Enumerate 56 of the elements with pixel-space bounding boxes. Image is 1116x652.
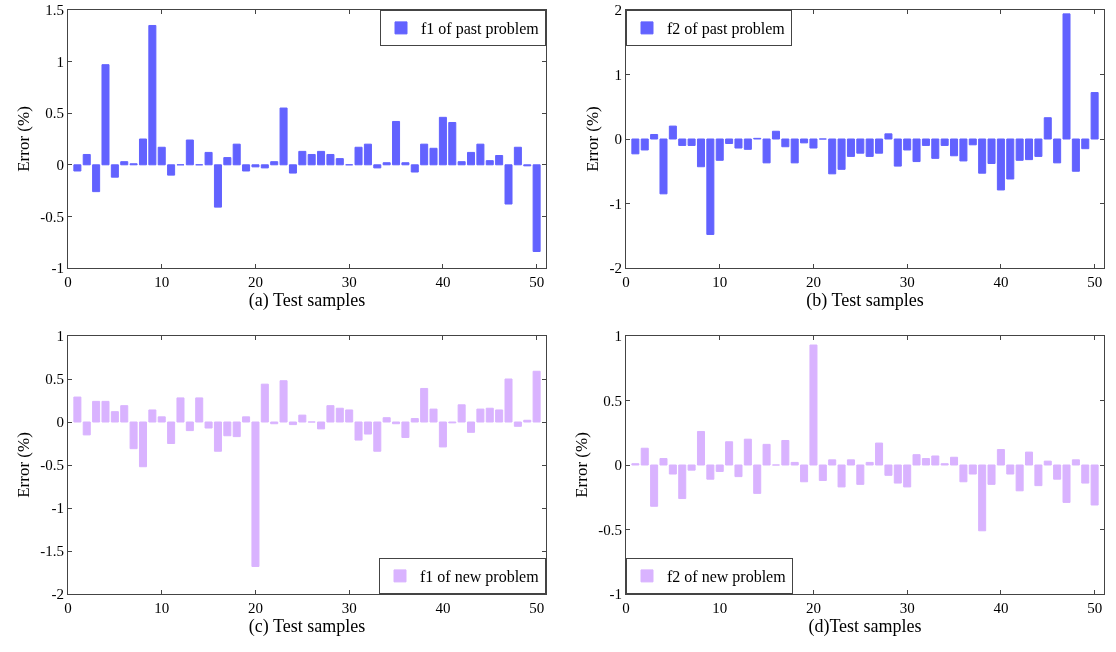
x-tick-label: 30: [341, 600, 357, 616]
y-tick-label: 0.5: [45, 105, 64, 122]
y-axis-title: Error (%): [13, 432, 33, 498]
y-tick-label: 1.5: [45, 2, 64, 19]
y-tick-label: -2: [609, 260, 622, 277]
y-tick-label: -1: [609, 586, 622, 603]
x-tick-label: 10: [712, 274, 728, 290]
y-tick-label: 2: [614, 2, 622, 19]
x-axis-title: (b) Test samples: [806, 290, 924, 312]
x-tick-label: 40: [435, 274, 451, 290]
x-tick-label: 40: [435, 600, 451, 616]
x-tick-label: 40: [993, 274, 1009, 290]
y-axis-title: Error (%): [583, 106, 603, 172]
y-tick-label: 1: [56, 328, 64, 345]
x-tick-label: 20: [247, 274, 263, 290]
y-tick-label: 0: [56, 157, 64, 174]
y-tick-label: 0.5: [603, 392, 622, 409]
x-tick-label: 50: [529, 600, 545, 616]
x-tick-label: 50: [529, 274, 545, 290]
y-tick-label: 0: [614, 131, 622, 148]
x-axis-title: (d)Test samples: [808, 616, 922, 638]
bar: [185, 139, 194, 166]
x-tick-label: 40: [993, 600, 1009, 616]
x-tick-label: 30: [899, 274, 915, 290]
x-axis-title: (a) Test samples: [248, 290, 366, 312]
legend-label: f2 of new problem: [667, 568, 787, 587]
y-tick-label: -0.5: [598, 521, 622, 538]
y-tick-label: 0: [614, 457, 622, 474]
y-tick-label: -1.5: [40, 543, 64, 560]
y-axis-title: Error (%): [571, 432, 591, 498]
y-tick-label: 0.5: [45, 371, 64, 388]
x-tick-label: 10: [154, 600, 170, 616]
y-tick-label: -2: [51, 586, 64, 603]
y-axis-title: Error (%): [13, 106, 33, 172]
x-tick-label: 30: [341, 274, 357, 290]
y-tick-label: -1: [609, 195, 622, 212]
y-tick-label: 0: [56, 414, 64, 431]
x-tick-label: 20: [805, 274, 821, 290]
y-tick-label: 1: [614, 328, 622, 345]
y-tick-label: 1: [614, 66, 622, 83]
y-tick-label: -1: [51, 260, 64, 277]
x-axis-title: (c) Test samples: [248, 616, 366, 638]
y-tick-label: -0.5: [40, 208, 64, 225]
y-tick-label: -1: [51, 500, 64, 517]
y-tick-label: -0.5: [40, 457, 64, 474]
legend-label: f1 of new problem: [420, 568, 540, 587]
x-tick-label: 20: [805, 600, 821, 616]
x-tick-label: 30: [899, 600, 915, 616]
x-tick-label: 50: [1087, 600, 1103, 616]
x-tick-label: 50: [1087, 274, 1103, 290]
legend-label: f2 of past problem: [667, 20, 786, 39]
legend-label: f1 of past problem: [421, 20, 540, 39]
x-tick-label: 10: [712, 600, 728, 616]
y-tick-label: 1: [56, 53, 64, 70]
x-tick-label: 10: [154, 274, 170, 290]
x-tick-label: 20: [247, 600, 263, 616]
